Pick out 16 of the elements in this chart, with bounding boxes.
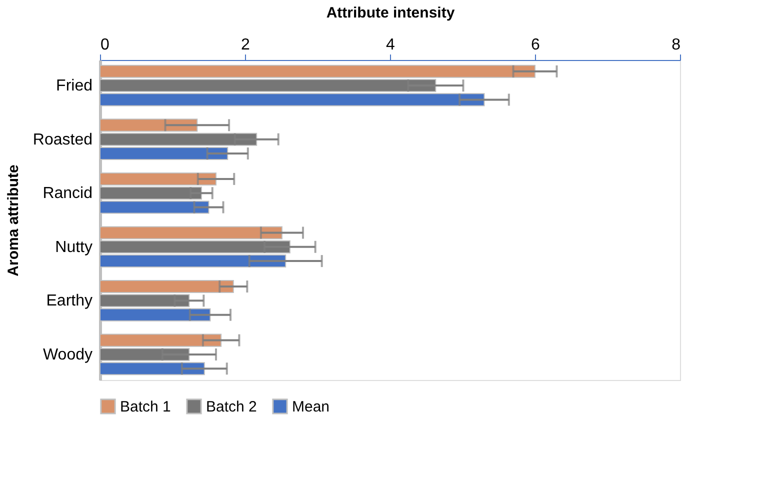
y-tick-label: Roasted [32, 131, 92, 148]
y-tick-label: Earthy [46, 292, 92, 310]
legend-label: Mean [292, 398, 330, 416]
legend-label: Batch 1 [120, 398, 171, 416]
y-axis-title: Aroma attribute [4, 164, 22, 276]
y-tick-label: Rancid [42, 185, 92, 202]
x-tick-label: 0 [100, 36, 110, 54]
y-tick-label: Nutty [55, 238, 92, 256]
x-tick-label: 6 [531, 36, 540, 54]
legend-label: Batch 2 [206, 398, 257, 416]
x-axis-title: Attribute intensity [326, 4, 456, 22]
y-tick-label: Fried [56, 78, 92, 95]
x-tick-label: 2 [241, 36, 250, 54]
x-tick-label: 8 [672, 36, 681, 54]
y-tick-label: Woody [42, 346, 92, 364]
x-tick-label: 4 [386, 36, 396, 54]
